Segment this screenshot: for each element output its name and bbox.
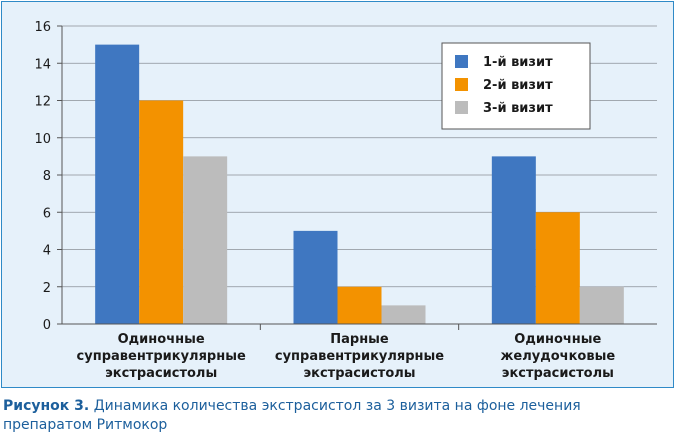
- category-label: экстрасистолы: [105, 366, 217, 381]
- bar: [337, 286, 382, 324]
- legend-label: 1-й визит: [483, 55, 553, 70]
- legend-swatch: [455, 55, 468, 68]
- y-tick-label: 14: [34, 57, 51, 72]
- category-label: желудочковые: [500, 349, 615, 364]
- figure-caption: Рисунок 3. Динамика количества экстрасис…: [3, 397, 673, 435]
- y-tick-labels: 0 2 4 6 8 10 12 14 16: [34, 20, 51, 333]
- category-label: Одиночные: [514, 332, 601, 347]
- bar: [293, 230, 338, 324]
- y-tick-label: 6: [43, 206, 51, 221]
- category-label: Одиночные: [118, 332, 205, 347]
- bar: [95, 44, 140, 324]
- axes: [57, 25, 657, 330]
- category-label: Парные: [330, 332, 389, 347]
- bar: [491, 156, 536, 324]
- category-label: суправентрикулярные: [275, 349, 444, 364]
- bar: [535, 212, 580, 324]
- y-tick-label: 2: [43, 281, 51, 296]
- legend-label: 3-й визит: [483, 101, 553, 116]
- category-label: экстрасистолы: [502, 366, 614, 381]
- bar: [139, 100, 184, 324]
- legend-swatch: [455, 78, 468, 91]
- y-tick-label: 4: [43, 244, 51, 259]
- y-tick-label: 8: [43, 169, 51, 184]
- y-tick-label: 10: [34, 132, 51, 147]
- bar: [579, 286, 624, 324]
- bar-chart: 0 2 4 6 8 10 12 14 16 Одиночные суправентрикулярн…: [34, 20, 657, 381]
- category-label: суправентрикулярные: [77, 349, 246, 364]
- y-tick-label: 16: [34, 20, 51, 35]
- bar: [183, 156, 228, 324]
- y-tick-label: 12: [34, 95, 51, 110]
- legend-label: 2-й визит: [483, 78, 553, 93]
- caption-label: Рисунок 3.: [3, 398, 90, 414]
- caption-text: Динамика количества экстрасистол за 3 ви…: [3, 398, 581, 433]
- bars: [95, 44, 624, 324]
- chart-panel: 0 2 4 6 8 10 12 14 16 Одиночные суправентрикулярн…: [1, 1, 674, 388]
- category-label: экстрасистолы: [303, 366, 415, 381]
- y-tick-label: 0: [43, 318, 51, 333]
- legend-swatch: [455, 101, 468, 114]
- legend: 1-й визит 2-й визит 3-й визит: [441, 42, 591, 130]
- bar: [381, 305, 426, 324]
- category-labels: Одиночные суправентрикулярные экстрасистол…: [77, 332, 616, 381]
